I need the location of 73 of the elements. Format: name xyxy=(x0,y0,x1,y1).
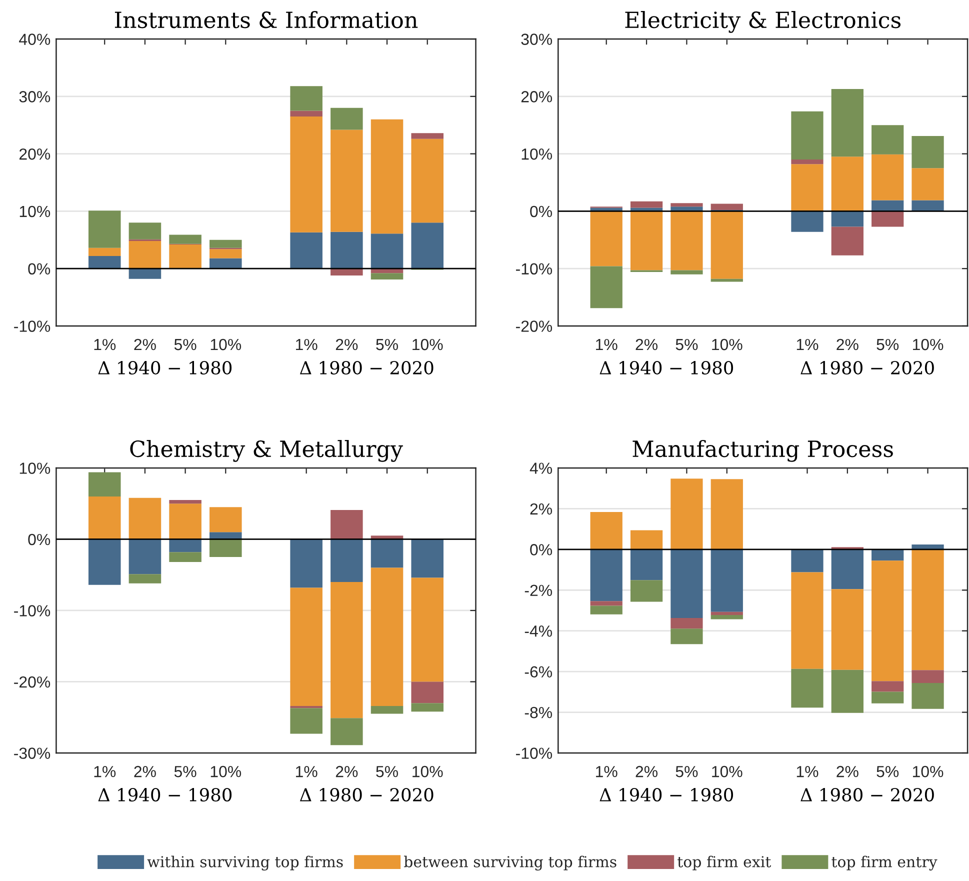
x-tick-label: 5% xyxy=(876,338,899,350)
x-tick-label: 5% xyxy=(174,338,196,350)
chart-title: Manufacturing Process xyxy=(632,440,893,462)
x-tick-label: 5% xyxy=(676,766,698,778)
y-tick-label: 0% xyxy=(28,534,50,546)
y-tick-label: 10% xyxy=(522,148,552,160)
y-tick-label: -20% xyxy=(14,676,50,688)
y-tick-label: -20% xyxy=(516,320,552,332)
x-tick-label: 5% xyxy=(174,766,196,778)
x-tick-label: 10% xyxy=(712,338,742,350)
legend-label: top firm entry xyxy=(832,856,938,870)
x-tick-label: 10% xyxy=(412,766,443,778)
x-tick-label: 2% xyxy=(336,766,358,778)
x-tick-label: 1% xyxy=(296,766,318,778)
y-tick-label: -2% xyxy=(524,584,552,596)
text: Δ 1980 − 2020 xyxy=(300,788,434,802)
x-tick-label: 2% xyxy=(336,338,358,350)
x-tick-label: 10% xyxy=(913,338,944,350)
chart-title: Instruments & Information xyxy=(114,11,418,28)
y-tick-label: 30% xyxy=(19,91,50,102)
x-tick-label: 10% xyxy=(210,766,242,778)
x-tick-label: 10% xyxy=(210,338,242,350)
x-tick-label: 2% xyxy=(836,338,858,350)
x-tick-label: 2% xyxy=(836,766,858,778)
y-tick-label: 0% xyxy=(530,206,552,218)
x-tick-label: 2% xyxy=(134,338,156,350)
y-tick-label: -30% xyxy=(14,748,50,759)
y-tick-label: -6% xyxy=(524,666,552,678)
y-tick-label: -10% xyxy=(14,320,50,332)
y-tick-label: 2% xyxy=(530,503,552,515)
x-tick-label: 2% xyxy=(134,766,156,778)
x-tick-label: 10% xyxy=(913,766,944,778)
y-tick-label: -10% xyxy=(516,748,552,759)
x-tick-label: 10% xyxy=(412,338,443,350)
legend-label: between surviving top firms xyxy=(404,856,616,870)
y-tick-label: 20% xyxy=(19,148,50,160)
text: Δ 1980 − 2020 xyxy=(300,361,434,374)
x-tick-label: 1% xyxy=(796,338,818,350)
x-tick-label: 1% xyxy=(94,766,116,778)
y-tick-label: -4% xyxy=(524,626,552,637)
x-tick-label: 5% xyxy=(376,338,398,350)
x-tick-label: 1% xyxy=(596,338,618,350)
chart-title: Electricity & Electronics xyxy=(625,11,901,33)
y-tick-label: 10% xyxy=(20,206,50,218)
y-tick-label: 20% xyxy=(521,91,552,102)
x-tick-label: 5% xyxy=(376,766,398,778)
text: Δ 1940 − 1980 xyxy=(600,788,734,802)
y-tick-label: -10% xyxy=(14,605,50,616)
x-tick-label: 2% xyxy=(636,766,658,778)
text: Δ 1940 − 1980 xyxy=(98,788,232,802)
x-tick-label: 1% xyxy=(94,338,116,350)
y-tick-label: 0% xyxy=(530,544,552,556)
x-tick-label: 1% xyxy=(796,766,818,778)
x-tick-label: 1% xyxy=(296,338,318,350)
x-tick-label: 5% xyxy=(676,338,698,350)
text: Δ 1980 − 2020 xyxy=(800,788,934,802)
y-tick-label: 10% xyxy=(20,462,50,474)
legend-label: top firm exit xyxy=(678,856,772,870)
text: Δ 1980 − 2020 xyxy=(800,361,934,374)
chart-title: Chemistry & Metallurgy xyxy=(130,440,403,462)
x-tick-label: 2% xyxy=(636,338,658,350)
x-tick-label: 1% xyxy=(596,766,618,778)
text: Δ 1940 − 1980 xyxy=(600,361,734,374)
y-tick-label: 4% xyxy=(530,462,552,474)
y-tick-label: 30% xyxy=(521,34,552,45)
text: Δ 1940 − 1980 xyxy=(98,361,232,374)
y-tick-label: -10% xyxy=(516,263,552,275)
y-tick-label: 40% xyxy=(19,34,50,45)
x-tick-label: 10% xyxy=(712,766,742,778)
y-tick-label: -8% xyxy=(524,706,552,718)
legend-label: within surviving top firms xyxy=(147,856,343,870)
y-tick-label: 0% xyxy=(28,263,50,275)
x-tick-label: 5% xyxy=(876,766,899,778)
